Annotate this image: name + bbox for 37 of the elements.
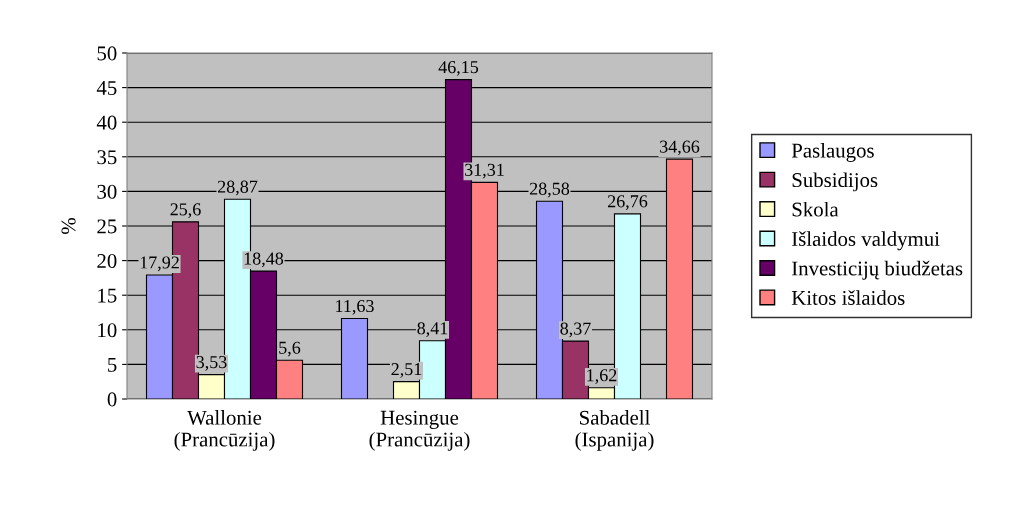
data-label: 8,37 — [560, 322, 591, 338]
data-label: 5,6 — [279, 341, 301, 357]
legend-label: Skola — [792, 201, 839, 217]
y-tick-label: 10 — [98, 323, 117, 338]
data-label: 3,53 — [196, 355, 227, 371]
legend-label: Paslaugos — [791, 142, 874, 162]
y-tick-label: 35 — [97, 150, 117, 165]
data-label: 46,15 — [438, 61, 479, 76]
legend-label: Išlaidos valdymui — [792, 231, 940, 251]
legend-label: Kitos išlaidos — [791, 290, 905, 305]
legend-label: Investicijų biudžetas — [792, 260, 963, 280]
data-label: 26,76 — [607, 195, 648, 210]
y-tick-label: 5 — [108, 357, 117, 372]
data-label: 1,62 — [587, 369, 617, 384]
legend-label: Subsidijos — [792, 172, 878, 192]
data-label: 25,6 — [170, 203, 201, 218]
data-label: 17,92 — [140, 256, 179, 272]
y-tick-label: 15 — [98, 288, 117, 303]
y-tick-label: 45 — [96, 81, 117, 96]
data-label: 31,31 — [465, 163, 504, 179]
data-label: 28,58 — [529, 182, 570, 198]
y-tick-label: 50 — [97, 46, 117, 61]
data-label: 8,41 — [417, 322, 448, 337]
x-tick-label: Sabadell (Ispanija) — [575, 410, 654, 451]
y-axis-title: % — [61, 218, 76, 234]
y-tick-label: 25 — [97, 219, 117, 234]
y-tick-label: 0 — [107, 392, 117, 407]
x-tick-label: Wallonie (Prancūzija) — [174, 410, 275, 451]
y-tick-label: 40 — [96, 115, 117, 130]
data-label: 11,63 — [336, 299, 374, 315]
data-label: 34,66 — [660, 140, 700, 156]
y-tick-label: 30 — [97, 184, 117, 199]
data-label: 2,51 — [391, 363, 422, 378]
data-label: 28,87 — [217, 180, 258, 196]
data-label: 18,48 — [244, 252, 284, 268]
y-tick-label: 20 — [97, 253, 117, 269]
x-tick-label: Hesingue (Prancūzija) — [369, 410, 470, 451]
